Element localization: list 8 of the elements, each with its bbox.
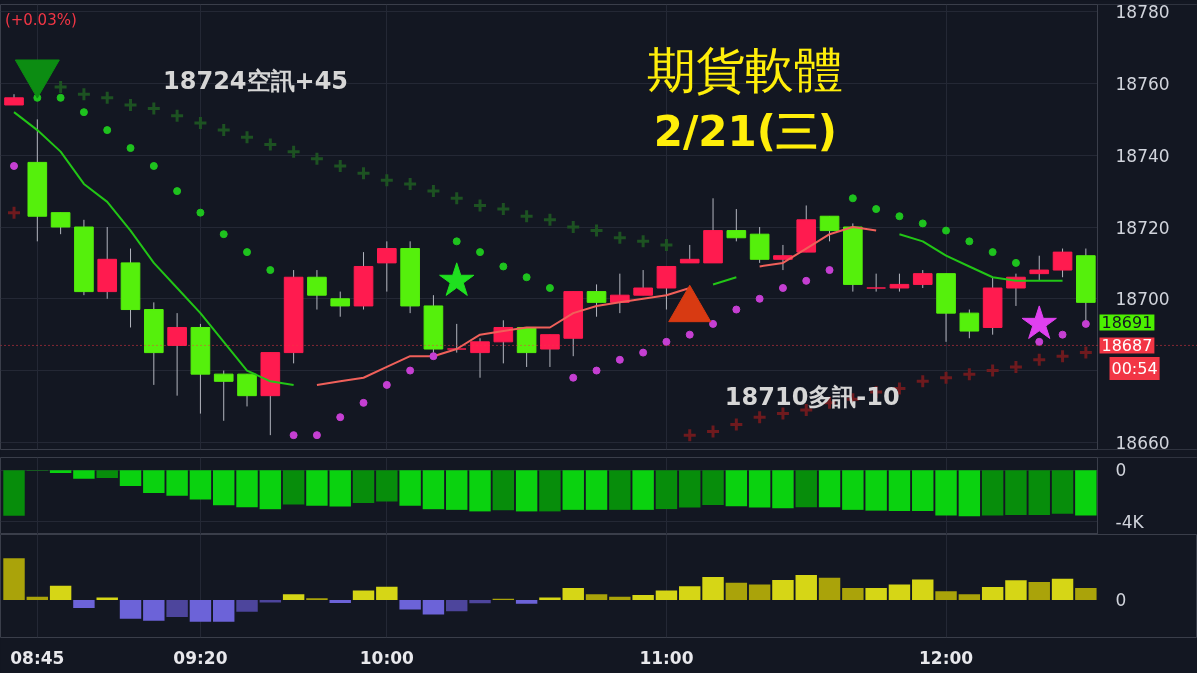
x-tick-label: 12:00 xyxy=(918,647,974,668)
y-tick-label: 0 xyxy=(1115,460,1127,481)
y-tick-label: 18660 xyxy=(1115,432,1170,453)
x-tick-label: 08:45 xyxy=(10,647,65,668)
x-tick-label: 11:00 xyxy=(639,647,694,668)
y-tick-label: -4K xyxy=(1115,511,1145,532)
x-tick-label: 10:00 xyxy=(359,647,415,668)
x-tick-label: 09:20 xyxy=(173,647,228,668)
